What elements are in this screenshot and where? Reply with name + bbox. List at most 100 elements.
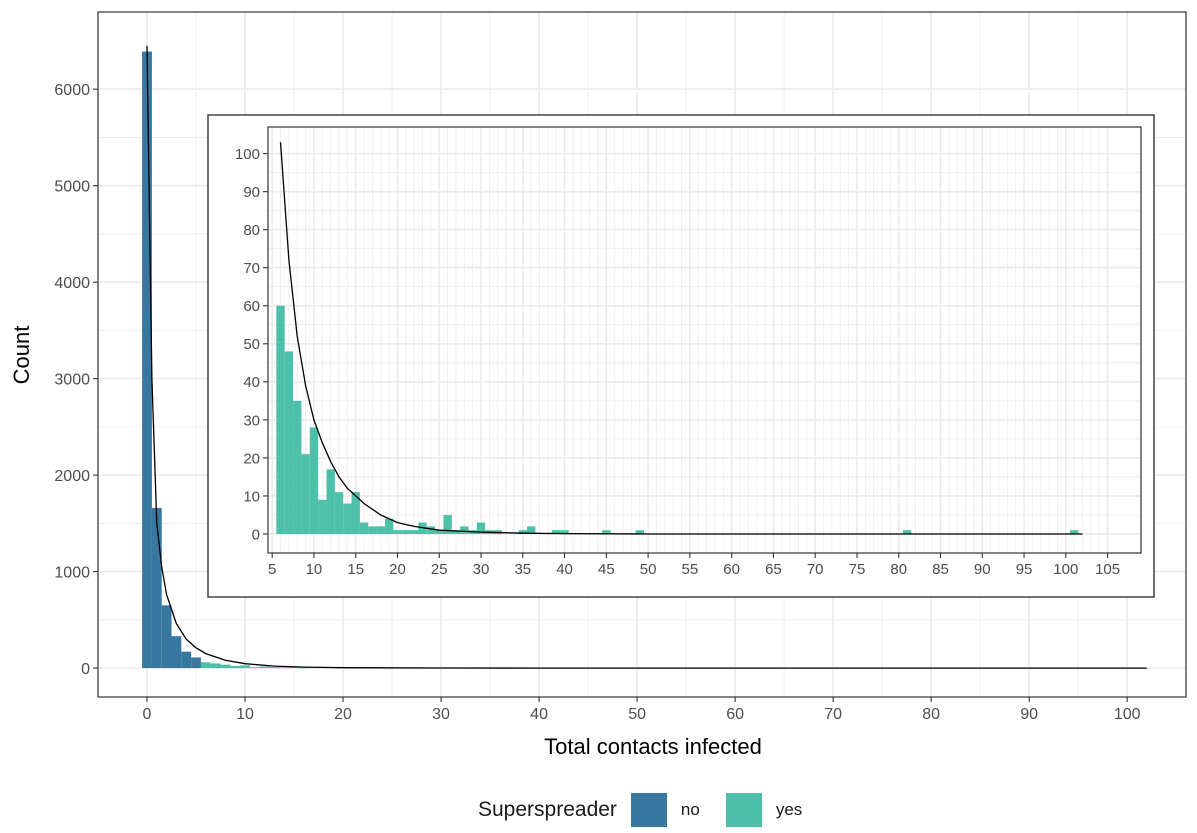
inset-bar-yes (435, 530, 444, 534)
inset-x-tick-label: 45 (598, 561, 615, 578)
inset-panel-background (268, 127, 1141, 553)
main-y-tick-label: 6000 (54, 82, 90, 99)
legend-key-yes (725, 793, 762, 827)
inset-x-tick-label: 65 (765, 561, 782, 578)
main-y-tick-label: 5000 (54, 178, 90, 195)
main-bar-yes (200, 662, 211, 669)
inset-y-tick-label: 40 (243, 374, 260, 391)
inset-x-tick-label: 95 (1016, 561, 1033, 578)
inset-bar-yes (393, 530, 402, 534)
inset-y-tick-label: 80 (243, 222, 260, 239)
main-bar-yes (279, 667, 290, 669)
inset-bar-yes (334, 492, 344, 534)
main-x-tick-label: 80 (922, 706, 940, 723)
main-bar-no (191, 657, 201, 669)
legend: Superspreader no yes (0, 790, 1197, 830)
main-y-axis-title: Count (9, 326, 34, 385)
inset-x-tick-label: 10 (306, 561, 323, 578)
main-x-tick-label: 90 (1020, 706, 1038, 723)
main-fit-curve (146, 45, 1147, 669)
main-x-tick-label: 0 (143, 706, 152, 723)
inset-bar-yes (1069, 530, 1079, 534)
inset-bar-yes (476, 522, 486, 534)
inset-y-tick-label: 10 (243, 488, 260, 505)
inset-bar-yes (343, 503, 352, 534)
main-bar-no (171, 636, 182, 669)
inset-x-tick-label: 5 (268, 561, 276, 578)
main-bar-yes (230, 666, 241, 669)
inset-x-tick-label: 25 (431, 561, 448, 578)
main-x-tick-label: 40 (530, 706, 548, 723)
legend-row: Superspreader no yes (478, 790, 828, 830)
legend-title: Superspreader (478, 798, 617, 821)
inset-x-tick-label: 50 (640, 561, 657, 578)
inset-x-tick-label: 30 (473, 561, 490, 578)
inset-x-tick-label: 20 (389, 561, 406, 578)
main-bar-yes (210, 663, 221, 669)
inset-fit-curve (279, 142, 1083, 535)
inset-bar-yes (301, 454, 310, 534)
inset-bar-yes (602, 530, 611, 534)
inset-bar-yes (326, 469, 335, 534)
inset-bar-yes (560, 530, 569, 534)
main-x-tick-label: 60 (726, 706, 744, 723)
main-bar-no (142, 51, 152, 669)
inset-x-tick-label: 70 (807, 561, 824, 578)
main-y-tick-label: 2000 (54, 468, 90, 485)
inset-bar-yes (318, 499, 327, 534)
inset-bar-yes (351, 492, 360, 534)
inset-x-tick-label: 105 (1095, 561, 1120, 578)
main-x-tick-label: 100 (1114, 706, 1141, 723)
inset-x-tick-label: 60 (723, 561, 740, 578)
inset-x-tick-label: 35 (514, 561, 531, 578)
inset-bar-yes (276, 305, 285, 534)
inset-y-tick-label: 0 (252, 526, 260, 543)
main-bar-yes (289, 666, 299, 669)
legend-label-yes: yes (775, 800, 803, 819)
main-x-tick-label: 10 (236, 706, 254, 723)
main-bar-no (161, 605, 172, 669)
main-bar-yes (249, 667, 260, 669)
inset-x-tick-label: 40 (556, 561, 573, 578)
inset-x-tick-label: 90 (974, 561, 991, 578)
inset-bar-yes (451, 530, 461, 534)
main-panel-border (97, 11, 1187, 698)
inset-bar-yes (902, 530, 912, 534)
inset-y-tick-label: 30 (243, 412, 260, 429)
inset-x-tick-label: 55 (682, 561, 699, 578)
inset-x-tick-label: 100 (1053, 561, 1078, 578)
inset-bar-yes (359, 522, 369, 534)
inset-bar-yes (293, 400, 302, 534)
inset-y-tick-label: 50 (243, 336, 260, 353)
inset-y-tick-label: 60 (243, 298, 260, 315)
inset-y-tick-label: 90 (243, 184, 260, 201)
inset-x-tick-label: 80 (890, 561, 907, 578)
inset-bar-yes (410, 530, 419, 534)
legend-label-no: no (680, 800, 700, 819)
main-x-axis-title: Total contacts infected (544, 734, 762, 759)
inset-x-tick-label: 85 (932, 561, 949, 578)
inset-bar-yes (460, 526, 469, 534)
legend-key-no (630, 793, 667, 827)
inset-plot-panel: 5 10 15 20 25 30 35 40 45 50 55 60 65 70 75 80 85 90 95 100… (207, 114, 1155, 598)
main-y-tick-label: 4000 (54, 275, 90, 292)
inset-x-tick-label: 75 (849, 561, 866, 578)
main-y-tick-label: 1000 (54, 564, 90, 581)
main-bar-no (151, 507, 162, 669)
main-bar-yes (298, 667, 309, 669)
main-y-tick-label: 0 (81, 661, 90, 678)
inset-bar-yes (443, 514, 452, 534)
main-bar-yes (259, 666, 270, 669)
inset-bar-yes (309, 427, 319, 534)
inset-bar-yes (376, 526, 385, 534)
main-x-tick-label: 50 (628, 706, 646, 723)
inset-bar-yes (518, 530, 527, 534)
inset-bar-yes (284, 351, 294, 534)
inset-bar-yes (368, 526, 377, 534)
inset-bar-yes (635, 530, 644, 534)
main-bar-no (181, 651, 192, 669)
inset-bar-yes (426, 526, 436, 534)
inset-bar-yes (401, 530, 411, 534)
inset-bar-yes (552, 530, 561, 534)
